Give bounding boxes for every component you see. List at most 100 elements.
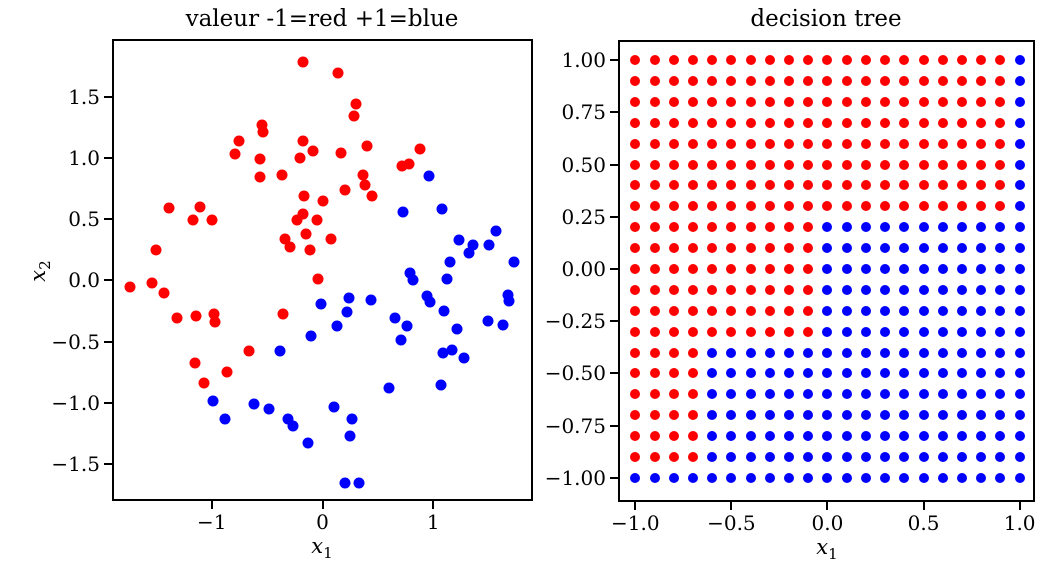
grid-dot-blue: [918, 431, 929, 442]
grid-dot-red: [726, 284, 737, 295]
grid-dot-red: [649, 347, 660, 358]
grid-dot-blue: [956, 347, 967, 358]
grid-dot-red: [726, 75, 737, 86]
scatter-point-blue: [482, 315, 494, 327]
y-tick-mark: [104, 401, 112, 404]
grid-dot-red: [668, 180, 679, 191]
scatter-point-red: [190, 310, 202, 322]
scatter-point-blue: [444, 256, 456, 268]
grid-dot-blue: [995, 472, 1006, 483]
grid-dot-red: [803, 138, 814, 149]
grid-dot-red: [764, 326, 775, 337]
grid-dot-blue: [841, 326, 852, 337]
scatter-point-blue: [395, 334, 407, 346]
scatter-point-red: [284, 241, 296, 253]
grid-dot-red: [956, 180, 967, 191]
scatter-point-red: [194, 201, 206, 213]
scatter-point-blue: [508, 256, 520, 268]
grid-dot-red: [803, 75, 814, 86]
scatter-point-red: [208, 308, 220, 319]
scatter-point-red: [359, 179, 371, 191]
scatter-point-blue: [248, 398, 260, 410]
grid-dot-red: [707, 201, 718, 212]
grid-dot-blue: [956, 368, 967, 379]
y-tick-label: 0.5: [68, 207, 100, 232]
grid-dot-red: [707, 159, 718, 170]
scatter-point-red: [209, 316, 221, 328]
grid-dot-blue: [1014, 117, 1025, 128]
grid-dot-blue: [822, 368, 833, 379]
grid-dot-red: [803, 55, 814, 66]
scatter-point-red: [146, 277, 158, 289]
grid-dot-red: [668, 284, 679, 295]
grid-dot-blue: [841, 222, 852, 233]
grid-dot-blue: [976, 264, 987, 274]
grid-dot-blue: [918, 243, 929, 254]
scatter-plot-title: valeur -1=red +1=blue: [185, 6, 459, 32]
grid-dot-red: [860, 75, 871, 86]
grid-dot-red: [668, 138, 679, 149]
grid-dot-blue: [803, 472, 814, 483]
grid-dot-blue: [860, 326, 871, 337]
grid-dot-red: [707, 264, 718, 274]
grid-dot-red: [937, 117, 948, 128]
scatter-point-red: [163, 202, 174, 214]
grid-dot-red: [995, 201, 1006, 212]
grid-dot-red: [745, 55, 756, 66]
grid-dot-red: [764, 180, 775, 191]
grid-dot-red: [803, 159, 814, 170]
grid-dot-blue: [841, 347, 852, 358]
grid-dot-blue: [937, 326, 948, 337]
grid-dot-blue: [880, 431, 891, 442]
x-tick-mark: [826, 502, 829, 510]
grid-dot-red: [956, 75, 967, 86]
grid-dot-red: [860, 117, 871, 128]
grid-dot-blue: [841, 243, 852, 254]
grid-dot-red: [726, 305, 737, 316]
grid-dot-red: [784, 326, 795, 337]
scatter-point-red: [256, 119, 268, 131]
grid-dot-red: [803, 117, 814, 128]
grid-dot-red: [745, 243, 756, 254]
xaxis-label-sub: 1: [828, 545, 838, 564]
scatter-point-blue: [438, 305, 450, 317]
grid-dot-red: [668, 452, 679, 463]
grid-dot-blue: [956, 243, 967, 254]
scatter-point-red: [357, 169, 369, 181]
grid-dot-red: [630, 389, 641, 400]
grid-dot-red: [745, 305, 756, 316]
grid-dot-red: [630, 138, 641, 149]
grid-dot-red: [976, 75, 987, 86]
grid-dot-blue: [841, 472, 852, 483]
grid-dot-blue: [937, 243, 948, 254]
grid-dot-red: [784, 284, 795, 295]
scatter-point-red: [243, 345, 255, 357]
grid-dot-blue: [1014, 55, 1025, 66]
grid-dot-blue: [880, 410, 891, 421]
grid-dot-blue: [649, 472, 660, 483]
grid-dot-blue: [899, 264, 910, 274]
scatter-point-red: [297, 135, 309, 147]
scatter-point-blue: [424, 296, 436, 308]
grid-dot-red: [956, 159, 967, 170]
grid-dot-red: [687, 222, 698, 233]
grid-dot-red: [649, 138, 660, 149]
grid-dot-red: [764, 138, 775, 149]
scatter-point-red: [311, 214, 323, 226]
grid-dot-red: [745, 138, 756, 149]
y-tick-mark: [104, 156, 112, 159]
grid-dot-blue: [976, 452, 987, 463]
grid-dot-blue: [630, 472, 641, 483]
scatter-point-blue: [353, 477, 365, 489]
grid-dot-red: [822, 75, 833, 86]
grid-dot-blue: [860, 410, 871, 421]
scatter-point-blue: [404, 267, 416, 279]
grid-dot-red: [649, 452, 660, 463]
grid-dot-red: [707, 180, 718, 191]
grid-dot-blue: [707, 389, 718, 400]
scatter-point-blue: [401, 320, 413, 332]
scatter-point-red: [339, 184, 351, 196]
grid-dot-red: [668, 368, 679, 379]
grid-dot-red: [803, 305, 814, 316]
y-tick-mark: [610, 215, 618, 218]
